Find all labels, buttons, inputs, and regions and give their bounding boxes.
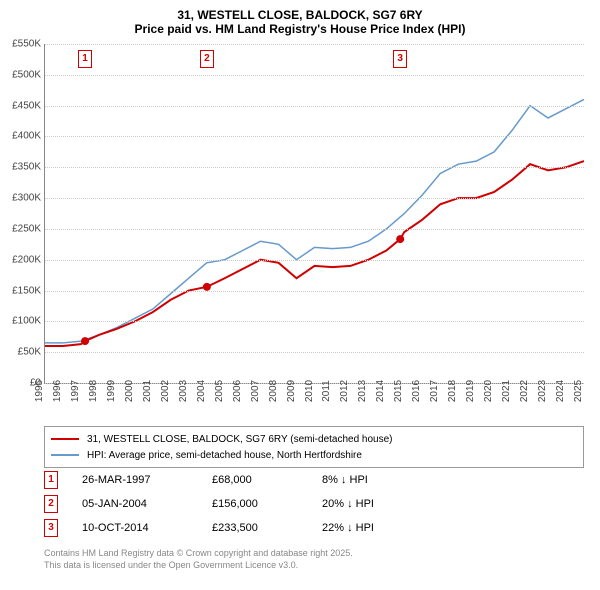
x-tick-label: 2025 [573, 380, 584, 402]
y-tick-label: £100K [1, 316, 41, 327]
x-tick-label: 2005 [214, 380, 225, 402]
legend-row: HPI: Average price, semi-detached house,… [51, 447, 577, 463]
x-tick-label: 1998 [88, 380, 99, 402]
series-svg [45, 44, 584, 383]
sale-dot [396, 235, 404, 243]
x-tick-label: 2008 [268, 380, 279, 402]
x-tick-label: 2013 [357, 380, 368, 402]
x-tick-label: 2023 [537, 380, 548, 402]
y-tick-label: £550K [1, 39, 41, 50]
x-tick-label: 2021 [501, 380, 512, 402]
x-tick-label: 2011 [321, 380, 332, 402]
title-block: 31, WESTELL CLOSE, BALDOCK, SG7 6RY Pric… [0, 0, 600, 36]
title-line-2: Price paid vs. HM Land Registry's House … [0, 22, 600, 36]
x-tick-label: 2004 [196, 380, 207, 402]
footer: Contains HM Land Registry data © Crown c… [44, 548, 584, 571]
y-tick-label: £500K [1, 69, 41, 80]
x-tick-label: 2009 [286, 380, 297, 402]
y-tick-label: £150K [1, 285, 41, 296]
legend-row: 31, WESTELL CLOSE, BALDOCK, SG7 6RY (sem… [51, 431, 577, 447]
x-tick-label: 2007 [250, 380, 261, 402]
x-tick-label: 2020 [483, 380, 494, 402]
sales-table: 1 26-MAR-1997 £68,000 8% ↓ HPI 2 05-JAN-… [44, 468, 584, 540]
sale-marker-icon: 1 [44, 471, 58, 489]
legend-swatch-1 [51, 438, 79, 440]
sale-price: £233,500 [212, 522, 322, 534]
sale-price: £68,000 [212, 474, 322, 486]
sales-row: 2 05-JAN-2004 £156,000 20% ↓ HPI [44, 492, 584, 516]
y-tick-label: £250K [1, 223, 41, 234]
x-tick-label: 1999 [106, 380, 117, 402]
sale-dot [81, 337, 89, 345]
x-tick-label: 2022 [519, 380, 530, 402]
x-tick-label: 2000 [124, 380, 135, 402]
sale-delta: 8% ↓ HPI [322, 474, 442, 486]
x-tick-label: 2001 [142, 380, 153, 402]
title-line-1: 31, WESTELL CLOSE, BALDOCK, SG7 6RY [0, 8, 600, 22]
sale-delta: 22% ↓ HPI [322, 522, 442, 534]
sale-marker-box: 2 [200, 50, 214, 68]
sale-marker-box: 1 [78, 50, 92, 68]
legend-swatch-2 [51, 454, 79, 456]
y-tick-label: £450K [1, 100, 41, 111]
x-tick-label: 2016 [411, 380, 422, 402]
sale-marker-icon: 3 [44, 519, 58, 537]
sale-price: £156,000 [212, 498, 322, 510]
x-tick-label: 2002 [160, 380, 171, 402]
sales-row: 1 26-MAR-1997 £68,000 8% ↓ HPI [44, 468, 584, 492]
sale-delta: 20% ↓ HPI [322, 498, 442, 510]
series-line-price_paid [45, 161, 584, 346]
footer-line-2: This data is licensed under the Open Gov… [44, 560, 584, 572]
x-tick-label: 1995 [34, 380, 45, 402]
sale-date: 05-JAN-2004 [82, 498, 212, 510]
x-tick-label: 2010 [304, 380, 315, 402]
sales-row: 3 10-OCT-2014 £233,500 22% ↓ HPI [44, 516, 584, 540]
x-tick-label: 2014 [375, 380, 386, 402]
legend: 31, WESTELL CLOSE, BALDOCK, SG7 6RY (sem… [44, 426, 584, 468]
x-tick-label: 2012 [339, 380, 350, 402]
x-tick-label: 2019 [465, 380, 476, 402]
page: 31, WESTELL CLOSE, BALDOCK, SG7 6RY Pric… [0, 0, 600, 590]
y-tick-label: £200K [1, 254, 41, 265]
sale-date: 10-OCT-2014 [82, 522, 212, 534]
y-tick-label: £300K [1, 193, 41, 204]
x-tick-label: 2024 [555, 380, 566, 402]
sale-marker-icon: 2 [44, 495, 58, 513]
y-tick-label: £350K [1, 162, 41, 173]
x-tick-label: 2015 [393, 380, 404, 402]
x-tick-label: 1997 [70, 380, 81, 402]
y-tick-label: £50K [1, 347, 41, 358]
sale-marker-box: 3 [393, 50, 407, 68]
x-tick-label: 2018 [447, 380, 458, 402]
x-tick-label: 2003 [178, 380, 189, 402]
footer-line-1: Contains HM Land Registry data © Crown c… [44, 548, 584, 560]
x-tick-label: 1996 [52, 380, 63, 402]
y-tick-label: £400K [1, 131, 41, 142]
legend-label-2: HPI: Average price, semi-detached house,… [87, 450, 362, 461]
sale-date: 26-MAR-1997 [82, 474, 212, 486]
x-tick-label: 2017 [429, 380, 440, 402]
chart-area: £0£50K£100K£150K£200K£250K£300K£350K£400… [44, 44, 584, 384]
legend-label-1: 31, WESTELL CLOSE, BALDOCK, SG7 6RY (sem… [87, 434, 393, 445]
x-tick-label: 2006 [232, 380, 243, 402]
